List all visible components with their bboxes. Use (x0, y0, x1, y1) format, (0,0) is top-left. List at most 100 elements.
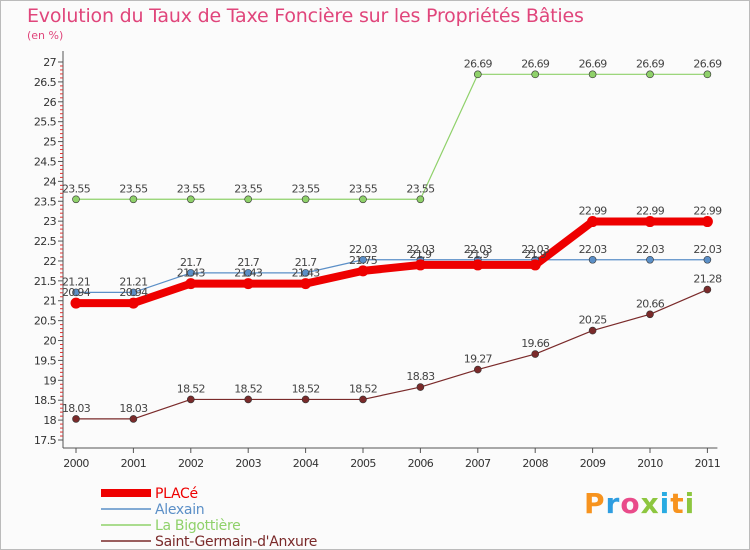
y-tick-label: 22.5 (34, 235, 57, 248)
series-points (70, 70, 713, 423)
data-label: 26.69 (464, 57, 493, 70)
logo-letter: o (620, 487, 641, 520)
x-tick-label: 2003 (235, 457, 261, 470)
data-point (703, 255, 712, 264)
data-label: 23.55 (349, 182, 378, 195)
data-label: 23.55 (292, 182, 321, 195)
legend-label: Saint-Germain-d'Anxure (155, 534, 317, 549)
data-point (242, 278, 254, 290)
data-label: 23.55 (119, 182, 148, 195)
data-point (703, 285, 712, 294)
data-point (416, 383, 425, 391)
chart-subtitle: (en %) (27, 29, 64, 42)
data-label: 18.52 (292, 382, 320, 395)
data-point (529, 259, 541, 271)
y-tick-label: 19 (43, 374, 56, 387)
x-tick-label: 2011 (695, 457, 721, 470)
y-tick-label: 20 (43, 335, 56, 348)
data-label: 18.03 (62, 402, 91, 415)
data-label: 19.27 (464, 353, 493, 366)
data-label: 23.55 (62, 182, 91, 195)
logo-letter: x (640, 487, 660, 520)
data-point (644, 216, 656, 228)
x-tick-label: 2006 (408, 457, 434, 470)
x-tick-label: 2009 (580, 457, 606, 470)
data-point (300, 278, 312, 290)
logo-letter: i (684, 487, 696, 520)
series-line-0 (72, 217, 712, 308)
data-label: 21.43 (177, 267, 206, 280)
data-label: 21.7 (180, 256, 202, 269)
data-label: 18.52 (177, 382, 205, 395)
data-point (70, 297, 82, 309)
data-point (127, 297, 139, 309)
data-point (473, 365, 482, 374)
data-label: 22.03 (349, 243, 378, 256)
y-tick-label: 26 (43, 96, 56, 109)
data-point (646, 255, 654, 264)
series-lines (72, 73, 712, 420)
proxiti-logo: Proxiti (584, 487, 695, 520)
data-label: 26.69 (693, 57, 722, 70)
data-point (472, 259, 484, 271)
logo-letter: i (659, 487, 671, 520)
y-tick-label: 18 (43, 414, 56, 427)
data-point (646, 310, 654, 319)
data-point (129, 288, 138, 297)
data-point (588, 70, 597, 79)
data-label: 22.03 (636, 243, 665, 256)
data-point (129, 415, 138, 423)
data-label: 22.99 (636, 205, 665, 218)
data-point (185, 278, 197, 290)
data-point (587, 216, 599, 228)
data-point (588, 255, 597, 264)
y-tick-label: 22 (43, 255, 56, 268)
data-point (244, 195, 252, 204)
data-point (72, 288, 80, 297)
data-label: 18.52 (234, 382, 262, 395)
y-tick-label: 23 (43, 215, 56, 228)
data-label: 21.21 (62, 275, 90, 288)
x-tick-label: 2008 (522, 457, 548, 470)
data-point (357, 265, 369, 277)
data-label: 22.99 (579, 205, 608, 218)
data-point (72, 195, 80, 204)
data-labels: 23.55 23.55 23.55 23.55 23.55 23.55 23.55 26.69… (62, 57, 723, 415)
data-label: 21.75 (349, 254, 378, 267)
y-tick-label: 21 (43, 295, 56, 308)
data-label: 21.9 (467, 248, 489, 261)
data-label: 26.69 (521, 57, 550, 70)
data-label: 21.7 (295, 256, 317, 269)
data-label: 21.9 (410, 248, 432, 261)
data-point (703, 70, 712, 79)
y-tick-label: 23.5 (34, 195, 57, 208)
data-label: 19.66 (521, 337, 550, 350)
data-label: 22.03 (406, 243, 435, 256)
x-tick-label: 2000 (63, 457, 89, 470)
data-point (359, 255, 367, 264)
series-line-2 (75, 73, 709, 200)
x-tick-label: 2005 (350, 457, 376, 470)
series-line-1 (75, 259, 709, 293)
x-tick-label: 2004 (293, 457, 319, 470)
data-point (72, 415, 80, 423)
data-point (359, 395, 367, 404)
y-tick-label: 26.5 (34, 76, 57, 89)
data-point (416, 195, 425, 204)
y-tick-label: 19.5 (34, 354, 57, 367)
data-label: 20.94 (62, 286, 91, 299)
data-label: 21.28 (693, 273, 722, 286)
legend-label: Alexain (155, 502, 204, 518)
data-point (301, 395, 310, 404)
data-point (701, 216, 713, 228)
data-point (359, 195, 367, 204)
data-point (187, 395, 195, 404)
data-label: 18.03 (119, 402, 148, 415)
y-tick-label: 17.5 (34, 434, 57, 447)
data-point (414, 259, 426, 271)
y-tick-label: 18.5 (34, 394, 57, 407)
data-label: 21.43 (234, 267, 263, 280)
data-point (588, 326, 597, 335)
